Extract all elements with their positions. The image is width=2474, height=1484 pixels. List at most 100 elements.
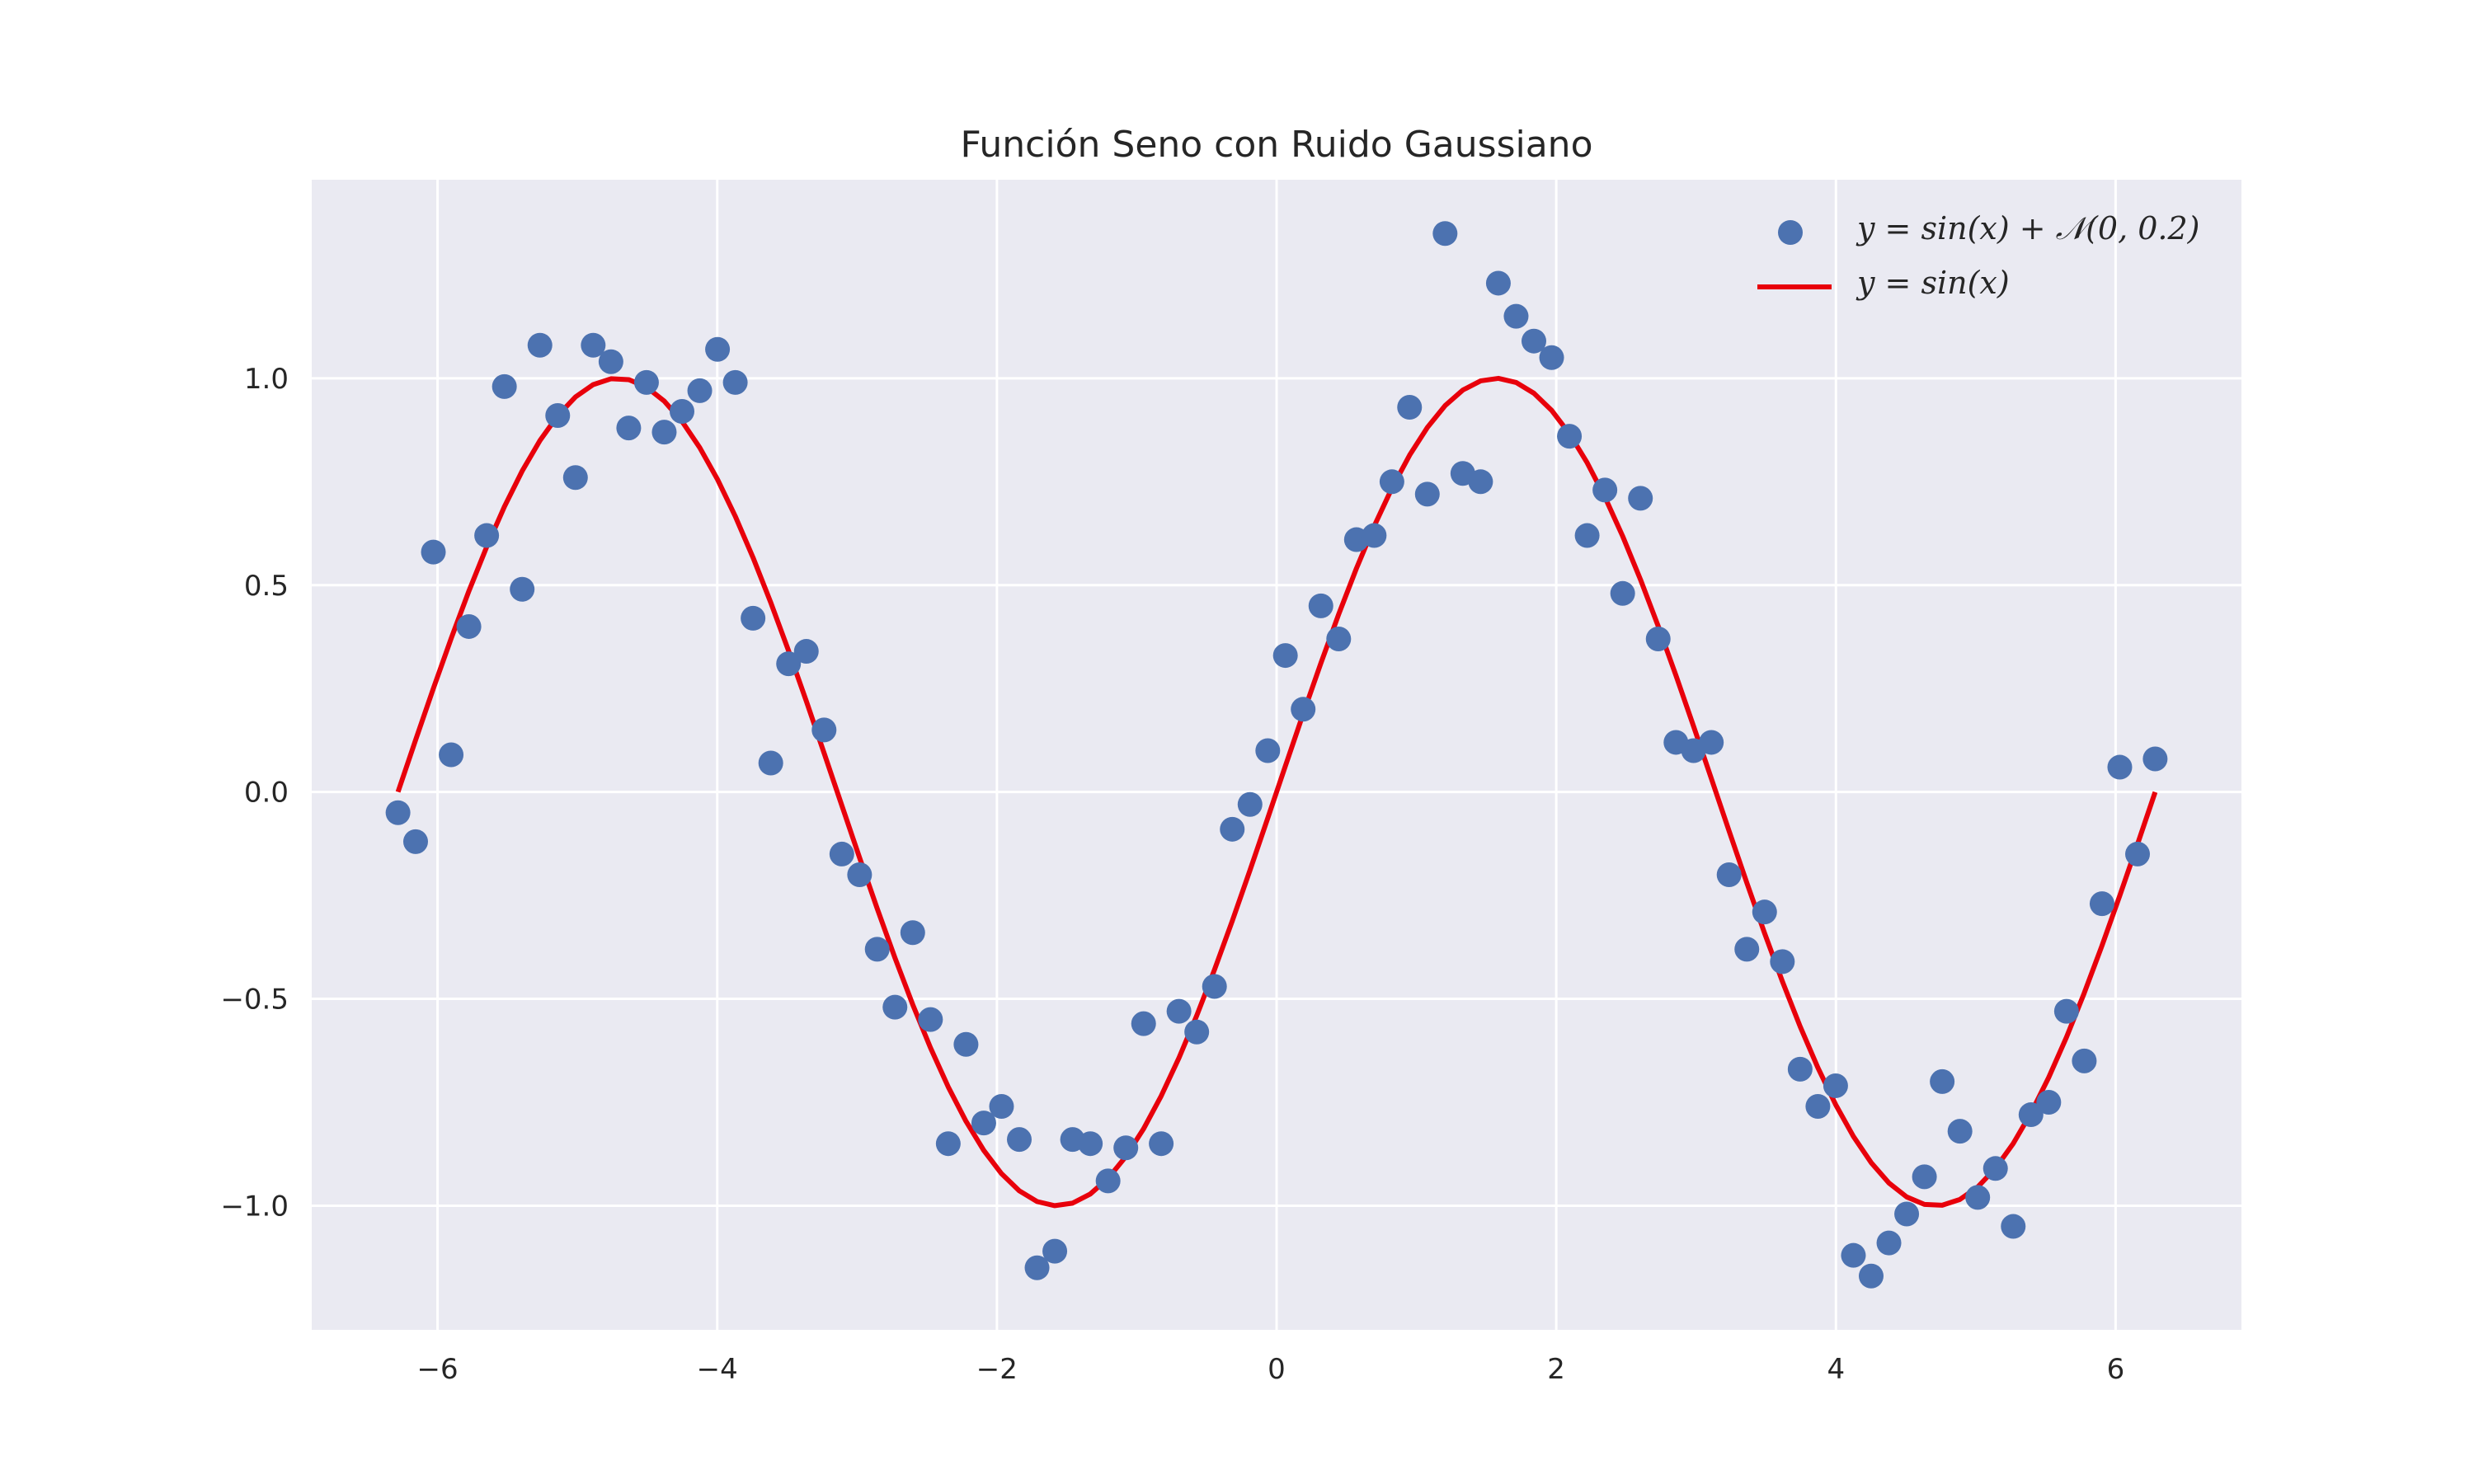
scatter-point — [1841, 1242, 1866, 1268]
scatter-point — [1237, 791, 1263, 817]
x-tick-labels: −6 −4 −2 0 2 4 6 — [417, 1353, 2125, 1386]
x-tick-label: −2 — [976, 1353, 1018, 1386]
scatter-point — [918, 1007, 943, 1032]
scatter-point — [793, 639, 819, 665]
scatter-point — [562, 465, 588, 491]
scatter-point — [1574, 523, 1600, 548]
scatter-point — [1485, 270, 1511, 296]
scatter-point — [2053, 998, 2079, 1024]
scatter-point — [1379, 469, 1404, 495]
x-tick-label: 6 — [2107, 1353, 2125, 1386]
scatter-point — [2072, 1048, 2097, 1073]
scatter-point — [847, 862, 872, 888]
scatter-point — [722, 369, 748, 395]
scatter-point — [882, 994, 908, 1020]
scatter-point — [1220, 816, 1245, 842]
scatter-point — [1787, 1056, 1813, 1082]
scatter-point — [758, 750, 783, 776]
scatter-point — [2018, 1102, 2044, 1128]
y-tick-label: 0.5 — [244, 570, 289, 603]
y-tick-labels: −1.0 −0.5 0.0 0.5 1.0 — [220, 363, 289, 1223]
scatter-point — [1042, 1238, 1068, 1264]
scatter-point — [1823, 1073, 1848, 1098]
scatter-point — [598, 349, 623, 374]
scatter-point — [1149, 1131, 1174, 1157]
scatter-point — [1894, 1201, 1920, 1227]
scatter-point — [1645, 627, 1671, 651]
chart-title: Función Seno con Ruido Gaussiano — [961, 124, 1593, 166]
scatter-point — [829, 841, 854, 866]
scatter-point — [1291, 697, 1316, 722]
scatter-point — [1414, 481, 1440, 507]
scatter-point — [1805, 1094, 1831, 1120]
scatter-point — [1024, 1255, 1050, 1280]
scatter-point — [1912, 1164, 1937, 1190]
x-tick-label: 2 — [1547, 1353, 1565, 1386]
scatter-point — [2142, 746, 2168, 772]
scatter-point — [1308, 593, 1333, 618]
scatter-point — [2036, 1090, 2062, 1115]
scatter-point — [1362, 523, 1387, 548]
scatter-point — [1468, 469, 1493, 495]
scatter-point — [456, 613, 482, 639]
scatter-point — [1113, 1135, 1139, 1161]
scatter-point — [1858, 1263, 1884, 1289]
scatter-point — [1965, 1185, 1991, 1210]
scatter-point — [1592, 477, 1618, 503]
scatter-point — [492, 373, 517, 399]
x-tick-label: −4 — [697, 1353, 738, 1386]
scatter-point — [1930, 1068, 1955, 1094]
scatter-point — [687, 378, 713, 403]
x-tick-label: 4 — [1827, 1353, 1845, 1386]
scatter-point — [935, 1131, 961, 1157]
legend: y = sin(x) + 𝒩(0, 0.2) y = sin(x) — [1757, 210, 2200, 301]
y-tick-label: 0.0 — [244, 777, 289, 810]
scatter-point — [1095, 1168, 1121, 1194]
scatter-point — [510, 576, 535, 602]
legend-scatter-marker — [1778, 220, 1803, 245]
scatter-point — [1539, 345, 1564, 370]
scatter-point — [421, 539, 446, 565]
scatter-point — [953, 1031, 979, 1057]
legend-line-label: y = sin(x) — [1856, 265, 2010, 301]
scatter-point — [616, 416, 642, 441]
scatter-point — [2001, 1214, 2026, 1239]
scatter-point — [545, 403, 571, 429]
legend-scatter-label: y = sin(x) + 𝒩(0, 0.2) — [1856, 210, 2200, 247]
scatter-point — [1734, 937, 1760, 962]
scatter-point — [439, 742, 464, 768]
scatter-point — [1522, 328, 1546, 354]
scatter-point — [1255, 738, 1281, 763]
scatter-point — [1716, 862, 1742, 888]
scatter-point — [2089, 891, 2114, 917]
scatter-point — [670, 399, 695, 425]
y-tick-label: −0.5 — [220, 984, 289, 1017]
scatter-point — [385, 800, 411, 825]
scatter-point — [1876, 1230, 1902, 1256]
scatter-point — [1699, 730, 1724, 755]
scatter-point — [1610, 580, 1635, 606]
scatter-point — [2107, 754, 2133, 780]
scatter-point — [1397, 394, 1423, 420]
scatter-point — [633, 369, 659, 395]
scatter-point — [2125, 841, 2151, 866]
scatter-point — [989, 1094, 1014, 1120]
scatter-point — [1272, 643, 1298, 669]
scatter-point — [1503, 303, 1529, 329]
y-tick-label: 1.0 — [244, 363, 289, 396]
scatter-point — [1628, 486, 1653, 511]
scatter-point — [1131, 1011, 1156, 1036]
scatter-point — [705, 336, 731, 362]
scatter-point — [1202, 974, 1227, 999]
scatter-point — [776, 651, 802, 677]
sine-line — [395, 375, 2158, 1209]
scatter-point — [1557, 424, 1583, 449]
scatter-point — [1982, 1156, 2008, 1181]
scatter-point — [864, 937, 890, 962]
scatter-point — [1184, 1019, 1210, 1045]
scatter-point — [1752, 899, 1777, 925]
scatter-layer — [385, 221, 2168, 1289]
scatter-point — [651, 420, 677, 445]
scatter-point — [581, 332, 606, 358]
